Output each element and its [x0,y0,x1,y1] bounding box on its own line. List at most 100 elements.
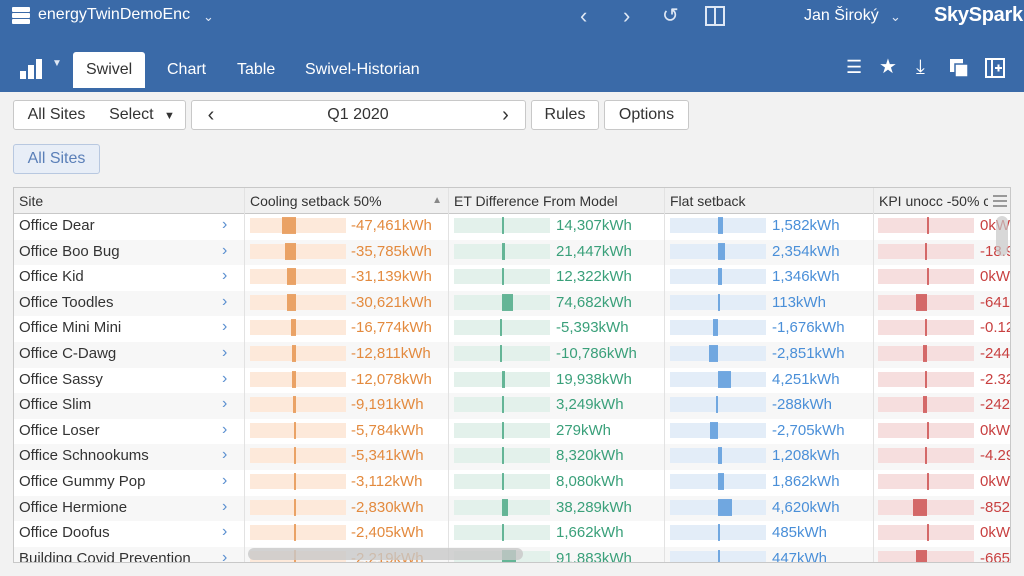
col-header-cooling[interactable]: Cooling setback 50% ▲ [245,188,449,214]
et-value: 19,938kWh [556,370,632,388]
row-drilldown-icon[interactable]: › [222,497,228,515]
site-name[interactable]: Building Covid Prevention [19,549,191,563]
column-menu-icon[interactable] [988,188,1010,214]
site-name[interactable]: Office Toodles [19,293,114,311]
back-icon[interactable]: ‹ [580,3,588,28]
sort-asc-icon[interactable]: ▲ [432,195,442,206]
col-header-flat-setback[interactable]: Flat setback [665,188,874,214]
select-dropdown[interactable]: Select ▼ [99,100,186,130]
kpi-value: -0.12 [980,319,1011,337]
add-panel-icon[interactable] [984,57,1006,84]
prev-period-button[interactable]: ‹ [191,100,231,130]
column-divider [873,188,874,562]
kpi-bar [923,396,927,414]
site-name[interactable]: Office Gummy Pop [19,473,146,490]
flat-bar [718,447,722,465]
site-name[interactable]: Office Boo Bug [19,242,120,260]
table-row[interactable]: Office Hermione › -2,830kWh 38,289kWh 4,620k… [14,495,1010,522]
col-header-site[interactable]: Site [14,188,245,214]
site-name[interactable]: Office Dear [19,217,95,234]
site-name[interactable]: Office C-Dawg [19,345,117,362]
table-row[interactable]: Office Sassy › -12,078kWh 19,938kWh 4,251kWh… [14,368,1010,394]
et-bar [502,473,504,490]
table-row[interactable]: Office Slim › -9,191kWh 3,249kWh -288kWh -242 [14,393,1010,419]
copy-icon[interactable] [948,57,970,84]
user-name[interactable]: Jan Široký [804,7,879,24]
cooling-value: -12,811kWh [351,345,431,362]
row-drilldown-icon[interactable]: › [222,446,228,464]
row-drilldown-icon[interactable]: › [222,548,228,563]
row-drilldown-icon[interactable]: › [222,318,228,336]
flat-bar [718,498,732,516]
horizontal-scrollbar[interactable] [248,548,523,560]
row-drilldown-icon[interactable]: › [222,369,228,387]
forward-icon[interactable]: › [623,3,631,28]
tab-chart[interactable]: Chart [167,61,207,78]
row-drilldown-icon[interactable]: › [222,472,228,489]
table-row[interactable]: Office Kid › -31,139kWh 12,322kWh 1,346kWh 0k… [14,265,1010,291]
tab-table[interactable]: Table [237,61,276,78]
star-icon[interactable]: ★ [879,56,897,78]
et-value: 91,883kWh [556,549,632,563]
site-name[interactable]: Office Hermione [19,498,128,516]
site-name[interactable]: Office Mini Mini [19,319,122,337]
flat-bar-track [670,320,766,336]
list-icon[interactable]: ☰ [846,57,863,77]
app-bar-chart-icon[interactable] [18,57,44,79]
next-period-button[interactable]: › [486,100,526,130]
row-drilldown-icon[interactable]: › [222,216,228,233]
col-header-et-diff[interactable]: ET Difference From Model [449,188,665,214]
row-drilldown-icon[interactable]: › [222,523,228,541]
flat-bar [718,217,723,234]
cooling-bar-track [250,397,346,413]
project-menu-icon[interactable] [12,7,30,25]
kpi-bar-track [878,269,974,285]
split-view-icon[interactable] [704,5,726,32]
table-row[interactable]: Office Loser › -5,784kWh 279kWh -2,705kWh 0kW [14,419,1010,445]
user-chevron-icon[interactable]: ⌄ [890,9,901,24]
date-range-picker[interactable]: Q1 2020 [230,100,487,130]
site-name[interactable]: Office Loser [19,421,100,439]
cooling-bar [294,421,296,439]
site-name[interactable]: Office Doofus [19,524,110,542]
table-row[interactable]: Office Boo Bug › -35,785kWh 21,447kWh 2,354k… [14,239,1010,266]
vertical-scrollbar[interactable] [996,216,1008,256]
et-value: 1,662kWh [556,524,624,542]
kpi-value: 0kW [980,524,1010,542]
col-header-kpi-unocc[interactable]: KPI unocc -50% c [879,193,988,209]
site-name[interactable]: Office Kid [19,268,84,286]
table-row[interactable]: Office Toodles › -30,621kWh 74,682kWh 113kWh… [14,290,1010,317]
row-drilldown-icon[interactable]: › [222,292,228,310]
all-sites-button[interactable]: All Sites [13,100,100,130]
row-drilldown-icon[interactable]: › [222,395,228,413]
table-row[interactable]: Office Mini Mini › -16,774kWh -5,393kWh -1,6… [14,316,1011,342]
table-row[interactable]: Office Dear › -47,461kWh 14,307kWh 1,582kWh 0… [14,214,1010,240]
rules-button[interactable]: Rules [531,100,599,130]
project-name[interactable]: energyTwinDemoEnc [38,6,191,23]
row-drilldown-icon[interactable]: › [222,267,228,285]
site-name[interactable]: Office Slim [19,396,92,414]
row-drilldown-icon[interactable]: › [222,420,228,438]
tab-swivel-historian[interactable]: Swivel-Historian [305,61,420,78]
all-sites-filter-chip[interactable]: All Sites [13,144,100,174]
chevron-down-icon[interactable]: ⌄ [203,9,214,24]
row-drilldown-icon[interactable]: › [222,344,228,361]
site-name[interactable]: Office Schnookums [19,447,149,465]
refresh-icon[interactable]: ↺ [662,5,679,27]
kpi-bar [925,242,927,260]
row-drilldown-icon[interactable]: › [222,241,228,259]
table-row[interactable]: Office Schnookums › -5,341kWh 8,320kWh 1,208… [14,444,1010,470]
cooling-bar-track [250,448,346,464]
tab-swivel[interactable]: Swivel [73,52,146,88]
table-row[interactable]: Office Doofus › -2,405kWh 1,662kWh 485kWh 0kW [14,521,1010,547]
cooling-bar [291,319,296,337]
et-value: -10,786kWh [556,345,637,362]
table-row[interactable]: Office Gummy Pop › -3,112kWh 8,080kWh 1,862k… [14,470,1010,496]
options-button[interactable]: Options [604,100,689,130]
download-icon[interactable]: ⤓ [916,56,925,78]
table-row[interactable]: Office C-Dawg › -12,811kWh -10,786kWh -2,851… [14,342,1010,368]
app-dropdown-icon[interactable]: ▼ [52,58,62,69]
site-name[interactable]: Office Sassy [19,370,103,388]
et-bar [502,217,505,234]
kpi-bar [925,370,927,388]
